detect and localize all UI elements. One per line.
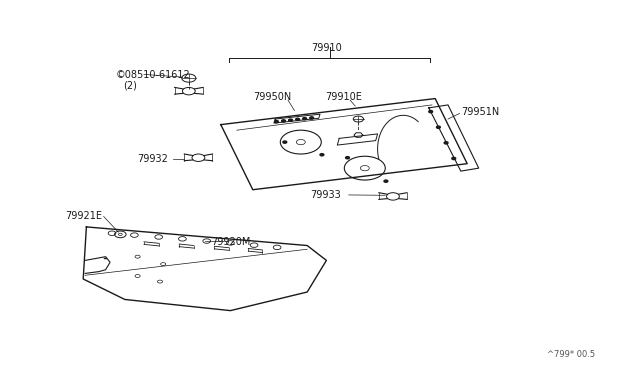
Text: (2): (2): [124, 81, 138, 90]
Text: 79910E: 79910E: [325, 93, 362, 102]
Text: 79932: 79932: [138, 154, 168, 164]
Text: 79933: 79933: [310, 190, 340, 200]
Circle shape: [384, 180, 388, 182]
Text: 79921E: 79921E: [65, 211, 102, 221]
Circle shape: [282, 120, 285, 122]
Circle shape: [275, 121, 278, 123]
Text: 79920M: 79920M: [211, 237, 250, 247]
Circle shape: [444, 142, 448, 144]
Circle shape: [429, 110, 433, 113]
Text: ^799* 00.5: ^799* 00.5: [547, 350, 595, 359]
Text: 79950N: 79950N: [253, 93, 291, 102]
Text: ©08510-61612: ©08510-61612: [115, 70, 190, 80]
Circle shape: [303, 118, 307, 120]
Circle shape: [320, 154, 324, 156]
Circle shape: [436, 126, 440, 128]
Circle shape: [346, 157, 349, 159]
Circle shape: [296, 118, 300, 121]
Text: 79951N: 79951N: [461, 108, 499, 117]
Circle shape: [289, 119, 292, 121]
Text: 79910: 79910: [311, 44, 342, 53]
Circle shape: [452, 157, 456, 160]
Circle shape: [283, 141, 287, 143]
Circle shape: [310, 117, 314, 119]
